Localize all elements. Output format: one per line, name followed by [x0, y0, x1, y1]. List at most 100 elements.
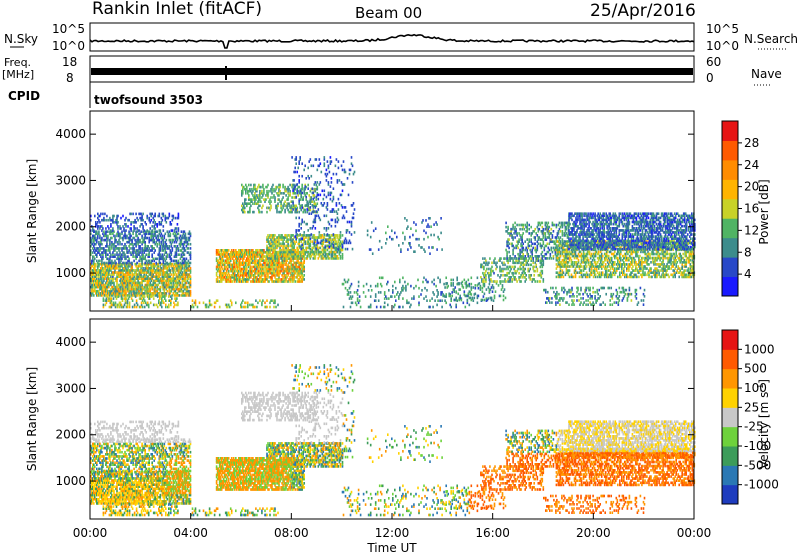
nsearch-tick-top: 10^5 — [706, 22, 739, 36]
power-cell — [217, 276, 219, 279]
power-cell — [339, 179, 341, 182]
power-cell — [136, 299, 138, 302]
power-cell — [352, 302, 354, 305]
power-cell — [296, 171, 298, 174]
power-cell — [326, 169, 328, 172]
power-cell — [294, 280, 296, 283]
power-cell — [410, 246, 412, 249]
power-cell — [319, 158, 321, 161]
power-cell — [371, 221, 373, 224]
power-cell — [186, 258, 188, 261]
power-cell — [307, 167, 309, 170]
power-cell — [291, 211, 293, 214]
power-cell — [295, 229, 297, 232]
power-cell — [443, 295, 445, 298]
cpid-value: twofsound 3503 — [94, 93, 203, 107]
power-cell — [318, 208, 320, 211]
power-cell — [130, 227, 132, 230]
power-cell — [459, 295, 461, 298]
power-cell — [150, 302, 152, 305]
power-cell — [357, 293, 359, 296]
power-cell — [324, 162, 326, 165]
power-cell — [316, 158, 318, 161]
power-cell — [392, 285, 394, 288]
power-cell — [269, 306, 271, 309]
power-cell — [351, 283, 353, 286]
power-cell — [425, 232, 427, 235]
power-cell — [405, 285, 407, 288]
power-cell — [358, 281, 360, 284]
power-cell — [313, 198, 315, 201]
power-cell — [427, 281, 429, 284]
power-cell — [438, 238, 440, 241]
power-cell — [450, 297, 452, 300]
power-cell — [149, 227, 151, 230]
power-cell — [385, 232, 387, 235]
power-cell — [416, 238, 418, 241]
power-cell — [429, 217, 431, 220]
power-cell — [142, 219, 144, 222]
power-cell — [418, 302, 420, 305]
power-cell — [363, 285, 365, 288]
power-cell — [455, 297, 457, 300]
power-cell — [188, 243, 190, 246]
power-cell — [372, 252, 374, 255]
power-cell — [303, 257, 305, 260]
power-cell — [475, 284, 477, 287]
power-cell — [402, 242, 404, 245]
freq-band — [91, 68, 693, 75]
power-cell — [433, 279, 435, 282]
power-cell — [473, 286, 475, 289]
power-cell — [260, 200, 262, 203]
power-cell — [199, 302, 201, 305]
power-cell — [345, 248, 347, 251]
power-cell — [289, 184, 291, 187]
power-cell — [179, 253, 181, 256]
power-cell — [254, 306, 256, 309]
power-cell — [341, 165, 343, 168]
power-cell — [413, 295, 415, 298]
power-cell — [440, 217, 442, 220]
power-cell — [263, 188, 265, 191]
power-cell — [136, 262, 138, 265]
power-cell — [167, 290, 169, 293]
power-cell — [337, 179, 339, 182]
power-cell — [392, 289, 394, 292]
power-cell — [130, 235, 132, 238]
power-cell — [299, 190, 301, 193]
power-cell — [119, 247, 121, 250]
power-cell — [489, 283, 491, 286]
power-cell — [367, 230, 369, 233]
power-cell — [429, 299, 431, 302]
power-cell — [117, 215, 119, 218]
power-cell — [404, 217, 406, 220]
power-cell — [119, 241, 121, 244]
power-cell — [190, 290, 192, 293]
power-cell — [297, 194, 299, 197]
power-cell — [167, 262, 169, 265]
power-cell — [471, 277, 473, 280]
power-cell — [344, 183, 346, 186]
power-cell — [394, 295, 396, 298]
nsky-trace — [90, 35, 694, 48]
power-cell — [314, 194, 316, 197]
power-cell — [190, 247, 192, 250]
power-cell — [392, 238, 394, 241]
power-cell — [326, 196, 328, 199]
power-cell — [298, 229, 300, 232]
power-cell — [370, 295, 372, 298]
power-cell — [370, 304, 372, 307]
power-cell — [113, 215, 115, 218]
nsearch-label: N.Search — [744, 32, 798, 46]
power-cell — [174, 304, 176, 307]
power-cell — [377, 283, 379, 286]
power-cell — [245, 302, 247, 305]
power-cell — [483, 295, 485, 298]
power-cell — [106, 219, 108, 222]
power-heatmap — [90, 156, 696, 308]
power-cell — [324, 233, 326, 236]
power-cell — [333, 244, 335, 247]
power-cell — [478, 287, 480, 290]
power-cell — [310, 248, 312, 251]
power-cell — [345, 206, 347, 209]
